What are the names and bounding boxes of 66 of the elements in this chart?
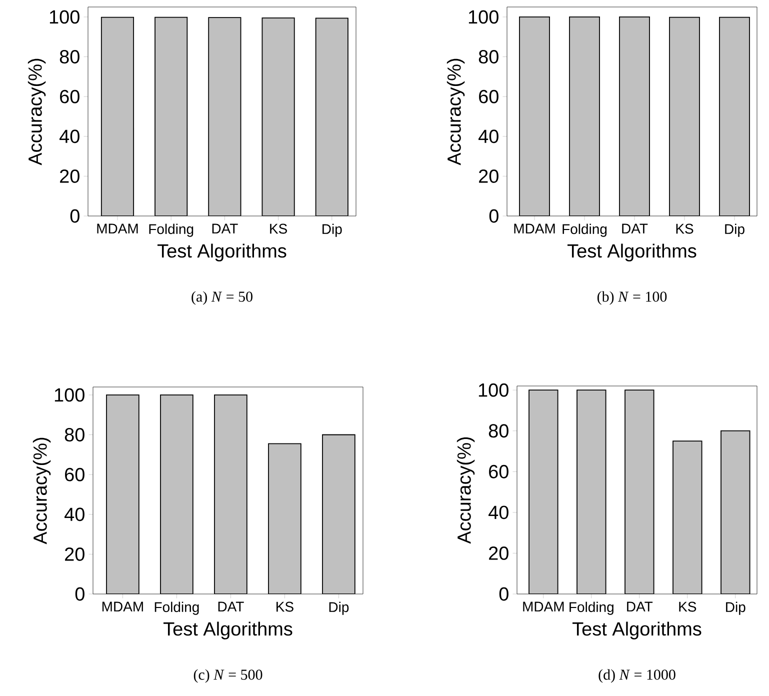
bar bbox=[160, 394, 194, 594]
x-tick-label: Folding bbox=[570, 602, 614, 615]
y-tick-label: 80 bbox=[64, 428, 84, 442]
y-axis-title: Accuracy(%) bbox=[28, 58, 46, 166]
x-tick-label: KS bbox=[270, 224, 287, 234]
y-tick-label: 60 bbox=[479, 90, 498, 104]
x-tick-label: Dip bbox=[329, 602, 349, 615]
x-tick-label: KS bbox=[679, 602, 696, 612]
bar bbox=[624, 390, 654, 594]
y-axis-title: Accuracy(%) bbox=[456, 437, 475, 544]
x-tick-label: DAT bbox=[218, 602, 244, 612]
y-tick-label: 20 bbox=[479, 169, 498, 183]
x-tick-label: KS bbox=[676, 224, 694, 234]
bar bbox=[268, 443, 302, 594]
y-tick-label: 0 bbox=[70, 209, 80, 223]
y-tick-label: 20 bbox=[489, 546, 508, 560]
text: (d) N = 1000 bbox=[598, 669, 676, 683]
x-tick-label: Dip bbox=[725, 224, 744, 237]
x-tick-label: DAT bbox=[622, 224, 648, 234]
x-tick-label: MDAM bbox=[97, 224, 138, 234]
y-tick-label: 20 bbox=[65, 547, 84, 561]
x-tick-label: Dip bbox=[322, 224, 342, 237]
x-axis-title: Test Algorithms bbox=[157, 244, 286, 262]
text: (a) N = 50 bbox=[192, 291, 252, 305]
y-tick-label: 100 bbox=[478, 383, 508, 397]
y-tick-label: 20 bbox=[60, 169, 80, 183]
y-tick-label: 100 bbox=[468, 10, 498, 24]
x-tick-label: MDAM bbox=[102, 602, 143, 612]
y-tick-label: 60 bbox=[65, 468, 84, 482]
x-tick-label: Folding bbox=[154, 602, 199, 615]
y-tick-label: 80 bbox=[478, 50, 498, 64]
y-tick-label: 80 bbox=[488, 424, 508, 438]
y-tick-label: 100 bbox=[54, 388, 84, 402]
bar bbox=[528, 390, 558, 594]
x-axis-title: Test Algorithms bbox=[163, 622, 292, 640]
y-tick-label: 40 bbox=[478, 130, 498, 144]
y-axis-title: Accuracy(%) bbox=[32, 438, 51, 544]
y-axis-title: Accuracy(%) bbox=[446, 58, 465, 166]
bar bbox=[576, 390, 606, 594]
x-tick-label: MDAM bbox=[523, 602, 564, 612]
text: (b) N = 100 bbox=[597, 291, 667, 305]
y-tick-label: 40 bbox=[60, 130, 80, 144]
y-tick-label: 80 bbox=[60, 50, 80, 64]
y-tick-label: 40 bbox=[488, 506, 508, 520]
x-tick-label: Folding bbox=[562, 224, 607, 237]
x-tick-label: MDAM bbox=[514, 224, 555, 234]
x-tick-label: DAT bbox=[627, 602, 653, 612]
y-tick-label: 100 bbox=[50, 10, 80, 24]
x-tick-label: Dip bbox=[726, 602, 746, 615]
x-tick-label: Folding bbox=[149, 224, 194, 237]
bar bbox=[214, 394, 248, 594]
y-tick-label: 0 bbox=[75, 587, 84, 601]
bar bbox=[720, 430, 750, 594]
x-axis-title: Test Algorithms bbox=[567, 244, 696, 262]
y-tick-label: 40 bbox=[64, 508, 84, 522]
bar bbox=[672, 440, 702, 594]
text: (c) N = 500 bbox=[194, 669, 262, 683]
y-tick-label: 60 bbox=[60, 90, 80, 104]
x-tick-label: KS bbox=[276, 602, 294, 612]
bar bbox=[322, 434, 356, 594]
bar bbox=[106, 394, 140, 594]
x-axis-title: Test Algorithms bbox=[572, 622, 702, 640]
x-tick-label: DAT bbox=[212, 224, 238, 234]
y-tick-label: 0 bbox=[499, 587, 508, 601]
y-tick-label: 60 bbox=[489, 464, 508, 478]
y-tick-label: 0 bbox=[489, 209, 498, 223]
